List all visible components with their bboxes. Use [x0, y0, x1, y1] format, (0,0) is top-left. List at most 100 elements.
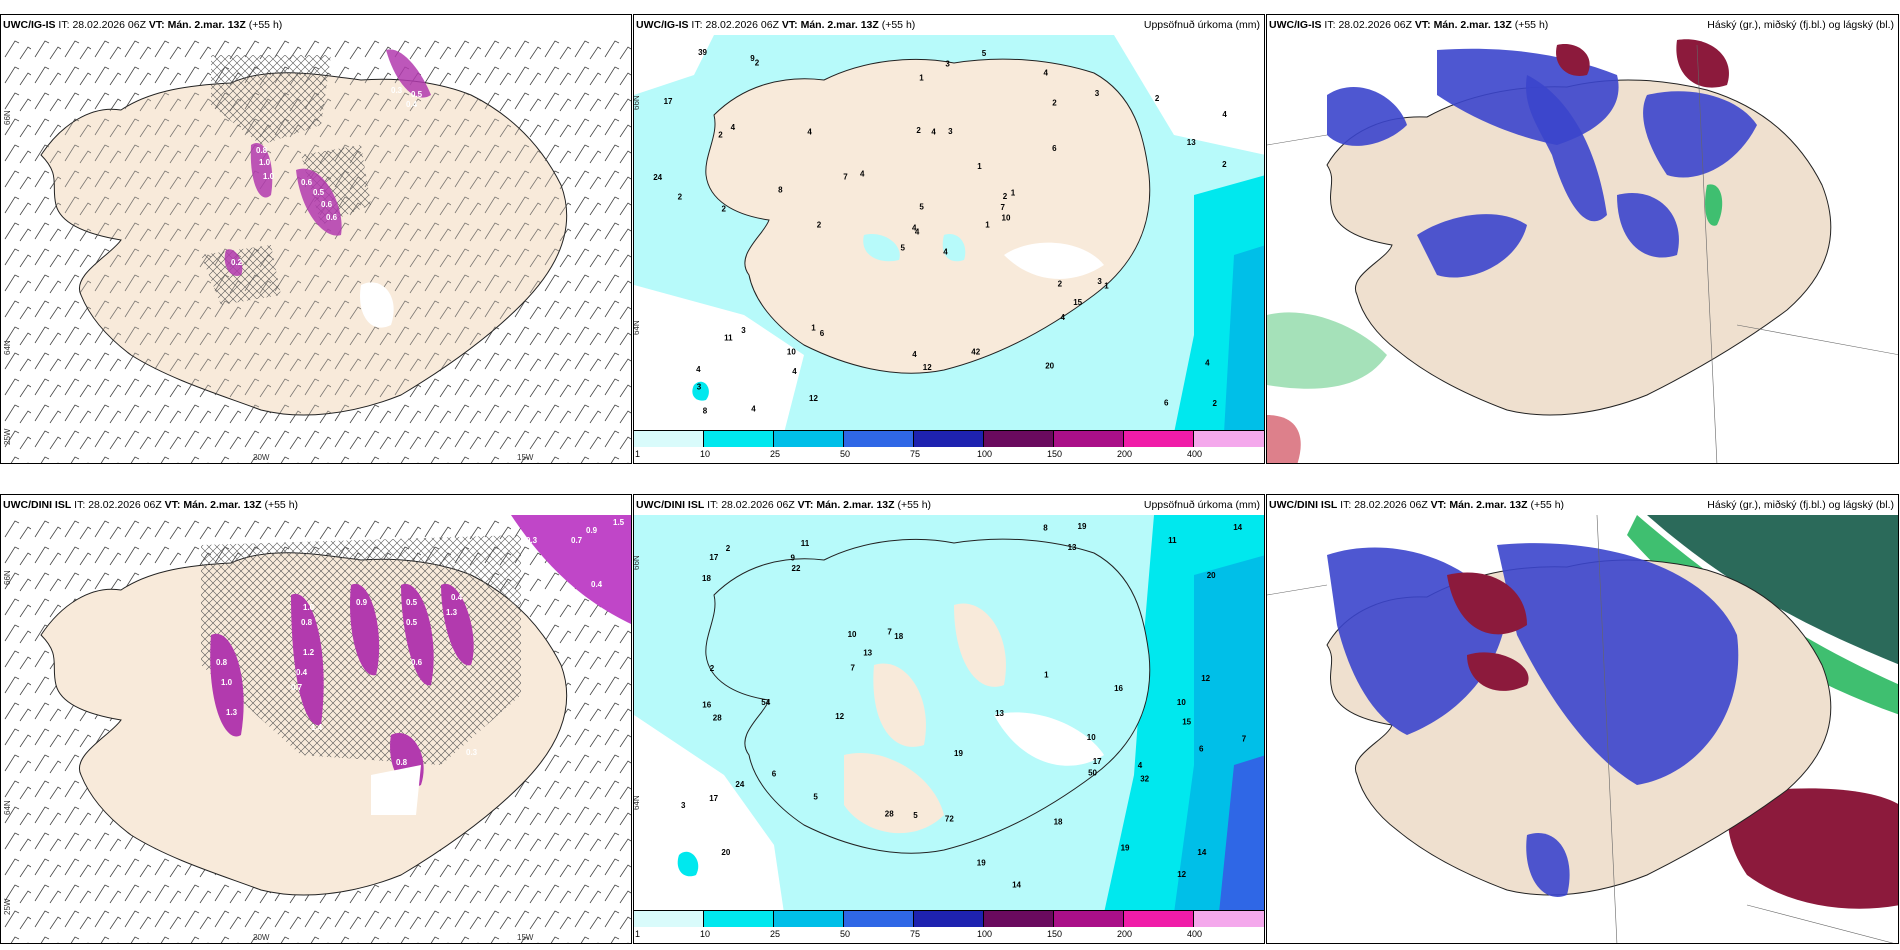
precip-value: 18 [1054, 818, 1063, 827]
precip-value: 4 [807, 128, 812, 137]
precip-value: 2 [1058, 279, 1063, 288]
lat-label: 66N [3, 110, 12, 125]
precip-value: 54 [761, 698, 770, 707]
precip-values-top: 4244264321222456421343441141222445431643… [653, 48, 1227, 416]
precip-value: 2 [817, 221, 822, 230]
precip-value: 20 [721, 848, 730, 857]
precip-value: 7 [1242, 735, 1247, 744]
colorbar: 1 10 25 50 75 100 150 200 400 [634, 430, 1264, 463]
precip-value: 15 [1182, 718, 1191, 727]
precip-value: 16 [1114, 684, 1123, 693]
lat-label: 25W [3, 428, 12, 445]
precip-value: 2 [1003, 192, 1008, 201]
colorbar-tick: 50 [840, 929, 851, 939]
precip-value: 2 [1222, 160, 1227, 169]
svg-text:1.5: 1.5 [613, 518, 625, 527]
precip-value: 2 [1155, 94, 1160, 103]
precip-value: 10 [1087, 733, 1096, 742]
panel-header: UWC/DINI ISL IT: 28.02.2026 06Z VT: Mán.… [3, 499, 299, 511]
panel-header: UWC/DINI ISL IT: 28.02.2026 06Z VT: Mán.… [636, 499, 932, 511]
precip-value: 32 [1140, 774, 1149, 783]
precip-value: 17 [664, 97, 673, 106]
colorbar-tick: 75 [910, 449, 921, 459]
precip-value: 2 [678, 193, 683, 202]
precip-value: 8 [703, 407, 708, 416]
svg-text:0.5: 0.5 [313, 188, 325, 197]
colorbar-tick: 75 [910, 929, 921, 939]
colorbar-tick: 150 [1047, 449, 1063, 459]
svg-text:0.7: 0.7 [291, 683, 303, 692]
precip-value: 4 [915, 227, 920, 236]
panel-title: Háský (gr.), miðský (fj.bl.) og lágský (… [1707, 19, 1894, 31]
precip-value: 1 [977, 162, 982, 171]
precip-value: 4 [1222, 110, 1227, 119]
colorbar-tick: 10 [700, 929, 711, 939]
precip-value: 4 [751, 405, 756, 414]
precip-value: 72 [945, 814, 954, 823]
precip-value: 4 [931, 127, 936, 136]
precip-value: 4 [792, 367, 797, 376]
panel-precip-bottom: UWC/DINI ISL IT: 28.02.2026 06Z VT: Mán.… [633, 494, 1265, 944]
svg-text:1.3: 1.3 [226, 708, 238, 717]
colorbar-tick: 400 [1187, 929, 1203, 939]
svg-text:0.6: 0.6 [301, 178, 313, 187]
precip-value: 24 [653, 173, 662, 182]
svg-text:0.3: 0.3 [526, 536, 538, 545]
svg-text:0.9: 0.9 [586, 526, 598, 535]
precip-value: 5 [901, 244, 906, 253]
panel-header: UWC/IG-IS IT: 28.02.2026 06Z VT: Mán. 2.… [3, 19, 283, 31]
precip-value: 2 [710, 664, 715, 673]
precip-value: 20 [1045, 362, 1054, 371]
precip-value: 4 [912, 223, 917, 232]
precip-value: 7 [1001, 203, 1006, 212]
precip-value: 4 [943, 248, 948, 257]
precip-value: 9 [750, 54, 755, 63]
svg-text:1.4: 1.4 [311, 723, 323, 732]
precip-value: 14 [1233, 523, 1242, 532]
colorbar-tick: 100 [977, 449, 993, 459]
precip-value: 12 [1177, 870, 1186, 879]
precip-value: 1 [1044, 670, 1049, 679]
precip-value: 12 [1201, 674, 1210, 683]
svg-text:0.8: 0.8 [216, 658, 228, 667]
precip-value: 19 [954, 749, 963, 758]
lat-label: 66N [3, 570, 12, 585]
precip-value: 4 [1061, 313, 1066, 322]
colorbar-tick: 1 [635, 929, 641, 939]
precip-value: 13 [863, 649, 872, 658]
precip-value: 50 [1088, 768, 1097, 777]
svg-text:0.3: 0.3 [466, 748, 478, 757]
precip-value: 13 [995, 709, 1004, 718]
svg-text:0.4: 0.4 [591, 580, 603, 589]
precip-value: 13 [1187, 138, 1196, 147]
panel-header: UWC/IG-IS IT: 28.02.2026 06Z VT: Mán. 2.… [636, 19, 916, 31]
precip-value: 4 [731, 123, 736, 132]
precip-value: 6 [1164, 398, 1169, 407]
precip-value: 9 [791, 554, 796, 563]
precip-value: 19 [1078, 522, 1087, 531]
colorbar-tick: 1 [635, 449, 641, 459]
panel-title: Uppsöfnuð úrkoma (mm) [1143, 19, 1260, 31]
precip-value: 2 [722, 204, 727, 213]
precip-value: 5 [982, 49, 987, 58]
precip-value: 17 [709, 553, 718, 562]
precip-value: 6 [820, 329, 825, 338]
svg-text:1.3: 1.3 [446, 608, 458, 617]
precip-value: 5 [919, 203, 924, 212]
precip-value: 10 [787, 347, 796, 356]
precip-value: 4 [696, 365, 701, 374]
precip-value: 24 [735, 780, 744, 789]
precip-value: 4 [1205, 358, 1210, 367]
lon-label: 15W [517, 933, 534, 942]
precip-value: 11 [724, 334, 733, 343]
precip-value: 3 [945, 59, 950, 68]
precip-value: 4 [860, 170, 865, 179]
precip-value: 3 [1097, 277, 1102, 286]
svg-text:0.4: 0.4 [296, 668, 308, 677]
svg-text:0.8: 0.8 [256, 146, 268, 155]
precip-value: 5 [913, 811, 918, 820]
lon-label: 15W [517, 453, 534, 462]
precip-value: 12 [809, 394, 818, 403]
panel-wind-snow-top: UWC/IG-IS IT: 28.02.2026 06Z VT: Mán. 2.… [0, 14, 632, 464]
precip-value: 12 [923, 363, 932, 372]
